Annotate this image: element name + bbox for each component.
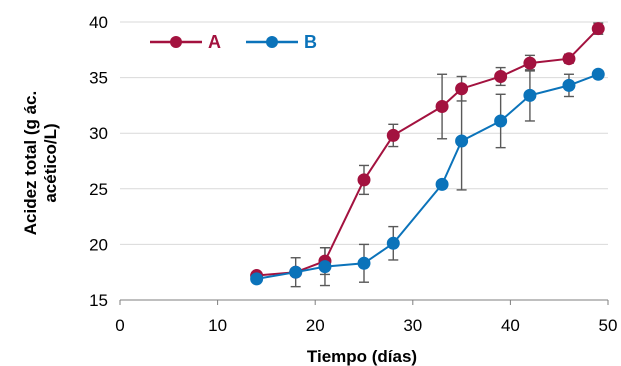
data-point-a [386, 128, 400, 142]
data-point-b [435, 177, 449, 191]
data-point-b [562, 78, 576, 92]
y-tick-label: 30 [89, 124, 108, 143]
series-line-a [256, 27, 599, 277]
data-point-b [494, 114, 508, 128]
y-tick-label: 25 [89, 180, 108, 199]
data-point-b [455, 134, 469, 148]
y-axis-title: Acidez total (g ác. acético/L) [21, 91, 60, 236]
y-tick-label: 40 [89, 13, 108, 32]
data-point-a [494, 69, 508, 83]
x-tick-label: 50 [599, 316, 618, 335]
legend-label-a: A [208, 32, 221, 52]
data-point-a [523, 56, 537, 70]
data-point-a [455, 82, 469, 96]
data-point-b [357, 256, 371, 270]
y-axis-title-line2: acético/L) [41, 123, 60, 202]
data-point-b [289, 265, 303, 279]
error-bars [251, 22, 604, 288]
data-point-b [386, 236, 400, 250]
axes [119, 299, 609, 305]
data-point-b [523, 88, 537, 102]
x-tick-label: 40 [501, 316, 520, 335]
data-point-a [357, 173, 371, 187]
data-point-a [435, 100, 449, 114]
x-tick-label: 20 [306, 316, 325, 335]
legend-marker-a [170, 36, 182, 48]
y-tick-label: 35 [89, 69, 108, 88]
x-tick-label: 30 [403, 316, 422, 335]
data-point-a [591, 22, 605, 36]
legend-marker-b [266, 36, 278, 48]
y-tick-label: 20 [89, 235, 108, 254]
y-tick-label: 15 [89, 291, 108, 310]
x-axis-title: Tiempo (días) [307, 347, 417, 366]
x-tick-labels: 0 10 20 30 40 50 [115, 316, 617, 335]
grid [120, 21, 608, 245]
data-point-b [250, 272, 264, 286]
data-point-b [318, 260, 332, 274]
series-line-b [256, 73, 599, 280]
y-tick-labels: 15 20 25 30 35 40 [89, 13, 108, 310]
series-group [250, 22, 605, 286]
x-tick-label: 10 [208, 316, 227, 335]
y-axis-title-line1: Acidez total (g ác. [21, 91, 40, 236]
x-tick-label: 0 [115, 316, 124, 335]
data-point-b [591, 67, 605, 81]
data-point-a [562, 52, 576, 66]
legend-label-b: B [304, 32, 317, 52]
